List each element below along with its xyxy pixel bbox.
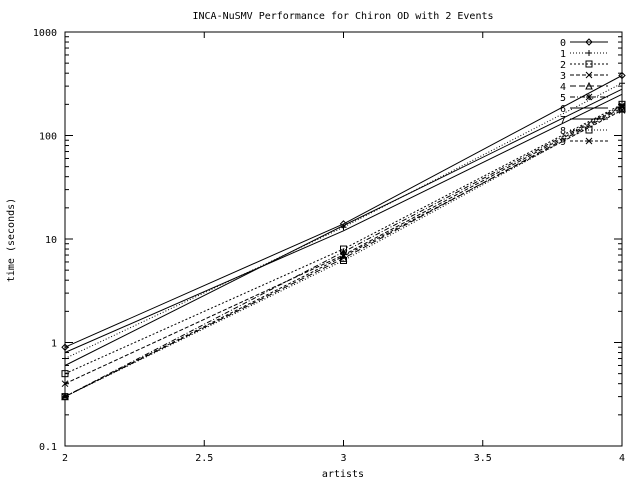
legend-label: 6 (560, 104, 566, 115)
legend-marker (585, 60, 593, 68)
legend-label: 3 (560, 71, 566, 82)
series-line (64, 107, 623, 398)
legend-label: 2 (560, 60, 566, 71)
x-tick-label: 3 (340, 453, 346, 464)
y-axis-label: time (seconds) (6, 198, 17, 282)
legend-marker (585, 137, 593, 145)
series-1 (62, 80, 625, 362)
legend-label: 1 (560, 49, 566, 60)
data-point (61, 370, 69, 378)
legend-marker (585, 126, 593, 134)
data-point (618, 106, 626, 114)
series-9 (61, 106, 626, 400)
series-7 (64, 93, 623, 353)
legend-marker (585, 93, 593, 101)
x-axis-ticks: 2 2.5 3 3.5 4 (62, 32, 625, 464)
legend-label: 0 (560, 38, 566, 49)
data-point (340, 252, 347, 260)
legend-item: 9 (560, 137, 608, 148)
legend-label: 5 (560, 93, 566, 104)
data-point (618, 102, 626, 109)
series-line (64, 103, 623, 375)
plot-area-frame (64, 31, 623, 447)
y-tick-label: 1 (51, 339, 57, 350)
data-point (340, 248, 347, 256)
data-point (61, 393, 69, 400)
legend-label: 8 (560, 126, 566, 137)
legend-item: 5 (560, 93, 608, 104)
legend-label: 7 (560, 115, 566, 126)
series-line (64, 75, 623, 348)
legend-marker (585, 81, 593, 90)
series-line (64, 108, 623, 398)
series-line (64, 93, 623, 353)
data-point (618, 105, 626, 113)
series-2 (61, 100, 626, 378)
legend-item: 1 (560, 49, 608, 60)
data-point (61, 380, 69, 388)
series-line (64, 88, 623, 366)
data-point (618, 71, 626, 80)
legend-item: 2 (560, 60, 608, 71)
x-tick-label: 3.5 (474, 453, 492, 464)
data-point (61, 343, 69, 351)
data-point (340, 256, 347, 264)
series-6 (64, 88, 623, 366)
x-tick-label: 2.5 (195, 453, 213, 464)
chart-title: INCA-NuSMV Performance for Chiron OD wit… (192, 11, 493, 22)
series-layer (61, 71, 626, 401)
y-tick-label: 0.1 (39, 442, 57, 453)
legend-item: 7 (560, 115, 608, 126)
legend-marker (586, 50, 592, 56)
legend-item: 3 (560, 71, 608, 82)
legend-label: 4 (560, 82, 566, 93)
x-tick-label: 2 (62, 453, 68, 464)
series-0 (61, 71, 626, 351)
legend-label: 9 (560, 137, 566, 148)
series-8 (61, 105, 626, 401)
legend-item: 6 (560, 104, 608, 115)
legend-marker (585, 71, 593, 79)
series-3 (61, 103, 626, 388)
data-point (61, 393, 69, 401)
x-axis-label: artists (322, 469, 364, 480)
data-point (619, 80, 625, 87)
series-line (64, 82, 623, 359)
legend-item: 8 (560, 126, 608, 137)
y-tick-label: 10 (45, 235, 57, 246)
data-point (62, 355, 68, 362)
legend-item: 4 (560, 81, 608, 93)
y-tick-label: 100 (39, 132, 57, 143)
x-tick-label: 4 (619, 453, 625, 464)
y-tick-label: 1000 (33, 28, 57, 39)
legend-item: 0 (560, 38, 608, 49)
legend-marker (585, 38, 593, 46)
